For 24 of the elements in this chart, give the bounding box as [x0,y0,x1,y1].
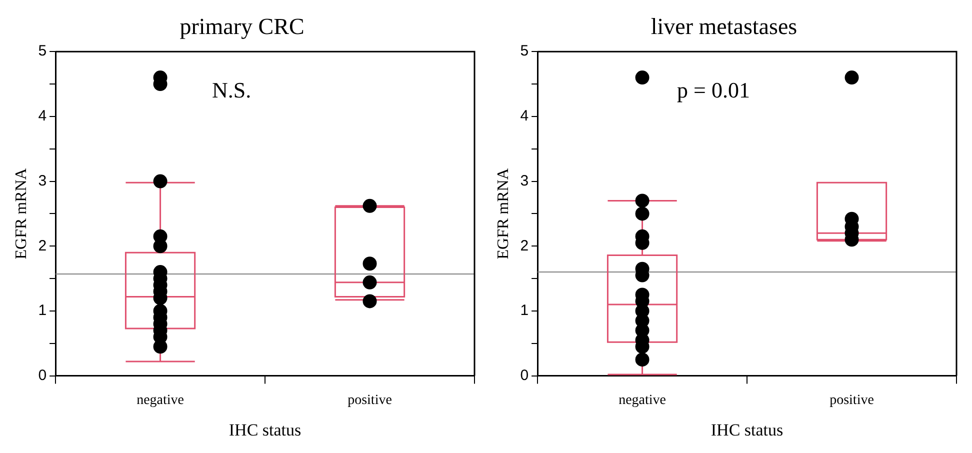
y-tick-label: 1 [520,302,529,320]
y-tick-label: 1 [38,302,47,320]
x-axis-title: IHC status [710,420,784,440]
y-tick-label: 0 [38,366,47,384]
x-tick-label: negative [618,392,666,408]
chart-title: primary CRC [180,14,304,39]
annotation: N.S. [212,77,252,102]
y-axis-title: EGFR mRNA [494,168,512,260]
y-tick-label: 5 [38,42,47,60]
x-tick-label: positive [830,392,874,408]
y-tick-label: 3 [520,172,529,190]
y-tick-label: 3 [38,172,47,190]
y-axis-title: EGFR mRNA [12,168,30,260]
y-tick-label: 0 [520,366,529,384]
y-tick-label: 2 [520,237,529,254]
y-tick-label: 4 [520,108,529,125]
y-tick-label: 4 [38,108,47,125]
annotation: p = 0.01 [677,77,750,102]
chart-title: liver metastases [650,14,798,39]
y-tick-label: 2 [38,237,47,254]
x-axis-title: IHC status [228,420,302,440]
x-tick-label: positive [348,392,392,408]
y-tick-label: 5 [520,42,529,60]
x-tick-label: negative [136,392,184,408]
